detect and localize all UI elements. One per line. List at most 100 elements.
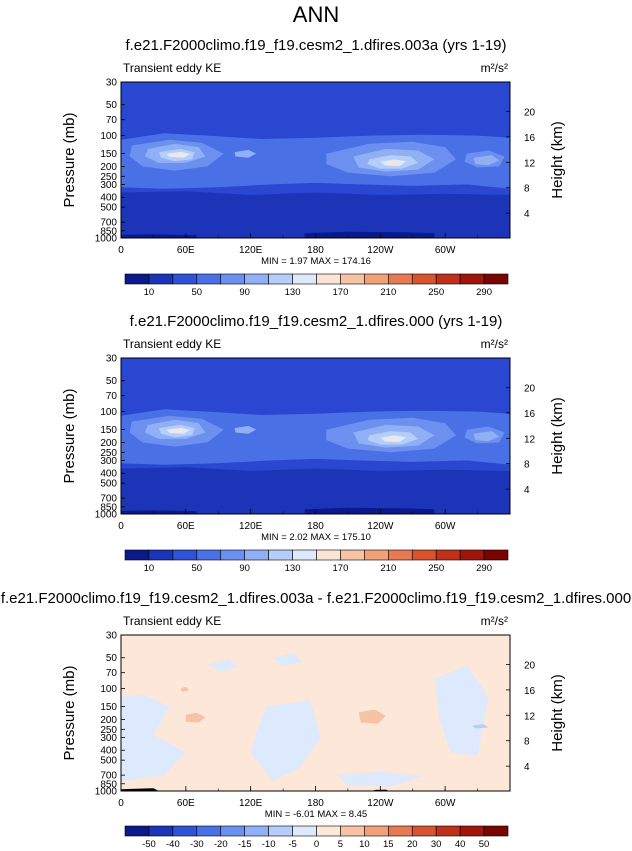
- colorbar-label: 90: [239, 287, 250, 298]
- colorbar-box: [388, 549, 413, 561]
- y-right-axis-title: Height (km): [549, 674, 566, 752]
- colorbar-label: 10: [144, 563, 155, 574]
- y-tick-label: 400: [100, 193, 117, 204]
- colorbar-box: [435, 273, 461, 285]
- colorbar-box: [124, 549, 150, 561]
- contour-region: [304, 231, 435, 238]
- colorbar-label: 50: [192, 563, 203, 574]
- y-tick-label: 700: [100, 218, 117, 229]
- colorbar-label: 15: [383, 839, 394, 850]
- x-tick-label: 60W: [435, 245, 456, 256]
- y-tick-label: 250: [100, 448, 117, 459]
- contour-region: [121, 788, 159, 791]
- colorbar-box: [411, 825, 437, 837]
- y-tick-label: 300: [100, 733, 117, 744]
- colorbar-box: [196, 273, 222, 285]
- variable-label: Transient eddy KE: [123, 614, 221, 628]
- unit-label: m²/s²: [481, 61, 508, 75]
- colorbar-label: 130: [285, 287, 301, 298]
- y-tick-label: 500: [100, 756, 117, 767]
- colorbar-label: 0: [314, 839, 319, 850]
- contour-region: [234, 425, 257, 434]
- x-tick-label: 120W: [367, 521, 394, 532]
- y-tick-label: 250: [100, 725, 117, 736]
- variable-label: Transient eddy KE: [123, 61, 221, 75]
- y-tick-label: 30: [106, 78, 118, 89]
- contour-region: [234, 149, 257, 158]
- y-left-axis-title: Pressure (mb): [61, 112, 78, 207]
- y-tick-label: 100: [100, 131, 117, 142]
- colorbar-box: [148, 825, 174, 837]
- contour-fills: [121, 133, 510, 238]
- colorbar-box: [172, 273, 198, 285]
- y-tick-label: 50: [106, 376, 118, 387]
- colorbar-label: 210: [380, 287, 396, 298]
- y-tick-label: 700: [100, 494, 117, 505]
- height-tick-label: 20: [524, 660, 536, 671]
- panel-3: f.e21.F2000climo.f19_f19.cesm2_1.dfires.…: [1, 590, 631, 850]
- colorbar-box: [244, 825, 269, 837]
- height-tick-label: 4: [524, 762, 530, 773]
- contour-region: [121, 234, 197, 238]
- contour-region: [385, 437, 401, 442]
- contour-region: [121, 510, 197, 514]
- colorbar-box: [196, 825, 222, 837]
- y-right-axis-title: Height (km): [549, 121, 566, 199]
- colorbar-label: 210: [380, 563, 396, 574]
- colorbar-label: 10: [359, 839, 370, 850]
- colorbar-box: [483, 825, 509, 837]
- colorbar-box: [124, 825, 150, 837]
- colorbar-box: [292, 549, 317, 561]
- colorbar-box: [292, 825, 317, 837]
- contour-region: [185, 712, 206, 723]
- contour-region: [121, 694, 186, 782]
- y-tick-label: 1000: [95, 234, 118, 245]
- y-tick-label: 1000: [95, 787, 118, 798]
- y-right-axis-title: Height (km): [549, 397, 566, 475]
- contour-region: [473, 431, 500, 442]
- height-tick-label: 12: [524, 158, 536, 169]
- colorbar-label: -50: [142, 839, 156, 850]
- x-tick-label: 0: [118, 521, 124, 532]
- colorbar-label: -40: [166, 839, 180, 850]
- colorbar-box: [244, 549, 269, 561]
- contour-region: [337, 771, 424, 787]
- colorbar-label: 90: [239, 563, 250, 574]
- colorbar-label: 10: [144, 287, 155, 298]
- y-tick-label: 250: [100, 172, 117, 183]
- colorbar-label: 5: [338, 839, 343, 850]
- colorbar-box: [172, 825, 198, 837]
- colorbar-box: [459, 273, 485, 285]
- x-tick-label: 120W: [367, 798, 394, 809]
- height-tick-label: 16: [524, 686, 536, 697]
- height-tick-label: 12: [524, 434, 536, 445]
- colorbar-box: [220, 273, 245, 285]
- y-tick-label: 70: [106, 391, 118, 402]
- colorbar-box: [220, 549, 245, 561]
- colorbar-box: [172, 549, 198, 561]
- variable-label: Transient eddy KE: [123, 337, 221, 351]
- colorbar-label: 20: [407, 839, 418, 850]
- contour-region: [385, 161, 401, 166]
- colorbar-box: [483, 273, 509, 285]
- x-tick-label: 120E: [239, 521, 263, 532]
- height-tick-label: 4: [524, 485, 530, 496]
- y-tick-label: 150: [100, 149, 117, 160]
- colorbar-box: [435, 825, 461, 837]
- height-tick-label: 16: [524, 133, 536, 144]
- contour-region: [472, 724, 489, 729]
- colorbar-box: [483, 549, 509, 561]
- height-tick-label: 20: [524, 383, 536, 394]
- colorbar-box: [388, 273, 413, 285]
- height-tick-label: 8: [524, 460, 530, 471]
- page-title: ANN: [293, 2, 339, 27]
- colorbar-box: [268, 825, 293, 837]
- panel-1: f.e21.F2000climo.f19_f19.cesm2_1.dfires.…: [61, 37, 566, 298]
- colorbar-label: 290: [476, 287, 492, 298]
- contour-region: [434, 665, 489, 756]
- y-tick-label: 850: [100, 502, 117, 513]
- x-tick-label: 0: [118, 798, 124, 809]
- colorbar-box: [411, 273, 437, 285]
- colorbar-label: 170: [333, 563, 349, 574]
